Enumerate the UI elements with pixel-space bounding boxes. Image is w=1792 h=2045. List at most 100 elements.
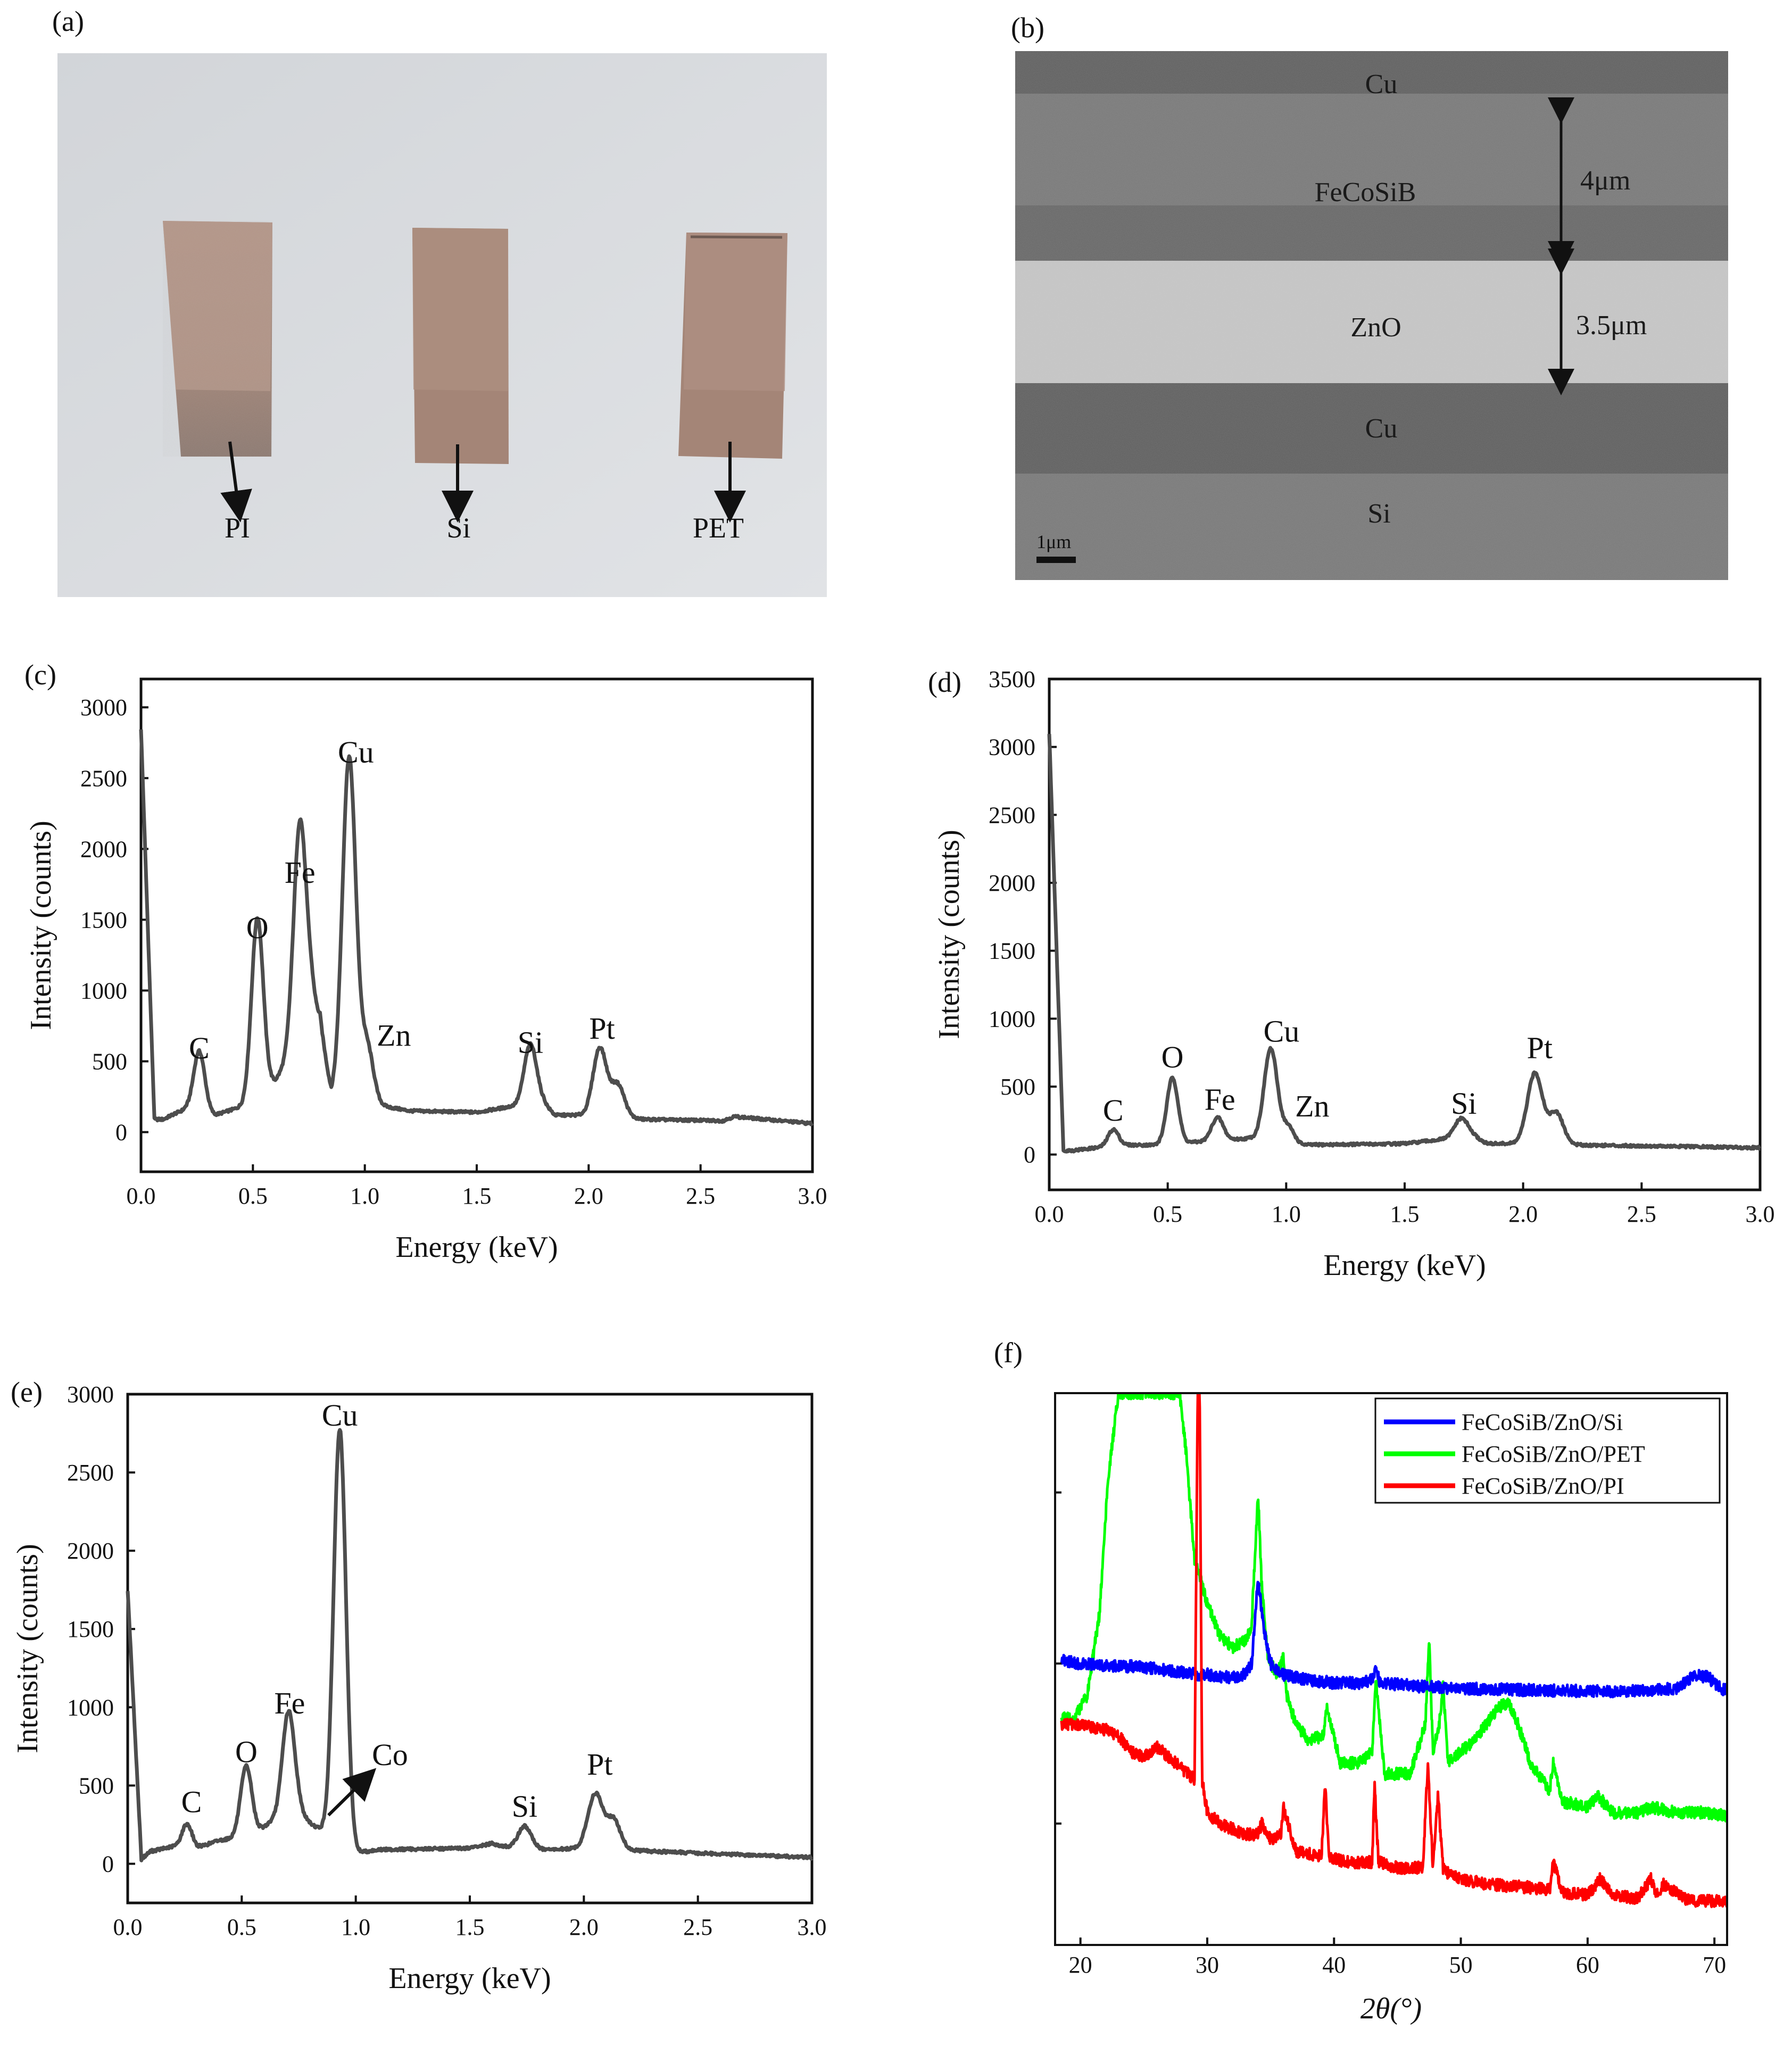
pi-sample-strip (163, 221, 272, 457)
peak-label-si: Si (518, 1025, 543, 1059)
legend-label: FeCoSiB/ZnO/PI (1462, 1473, 1624, 1499)
y-tick-label: 1500 (989, 938, 1035, 964)
x-tick-label: 1.5 (462, 1183, 492, 1209)
scale-bar (1036, 557, 1076, 563)
x-tick-label: 1.5 (1390, 1201, 1420, 1227)
y-tick-label: 1000 (80, 978, 127, 1004)
sem-label-cu-top: Cu (1365, 69, 1398, 100)
panel-c: (c) 0.0 0.5 1.0 1.5 2.0 2.5 3.0 0 500 1000 1500 200… (24, 659, 827, 1264)
peak-label-si: Si (512, 1789, 537, 1824)
peak-label-cu: Cu (322, 1398, 358, 1433)
eds-chart-d: 0.0 0.5 1.0 1.5 2.0 2.5 3.0 0 500 1000 1500 2000 250… (933, 666, 1775, 1282)
pet-sample-label: PET (693, 512, 744, 544)
xrd-series-group (1060, 1393, 1727, 1908)
x-axis-title: Energy (keV) (388, 1962, 551, 1995)
thickness-label-4um: 4μm (1580, 165, 1630, 196)
y-tick-label: 2000 (80, 836, 127, 862)
x-tick-label: 3.0 (1746, 1201, 1775, 1227)
y-tick-label: 2500 (989, 802, 1035, 828)
eds-spectrum-line (139, 729, 814, 1127)
eds-spectrum-line (126, 1428, 814, 1862)
legend-label: FeCoSiB/ZnO/PET (1462, 1441, 1645, 1467)
x-tick-label: 30 (1196, 1952, 1219, 1978)
thickness-label-3p5um: 3.5μm (1576, 310, 1647, 341)
y-tick-label: 2000 (989, 870, 1035, 896)
peak-label-co: Co (372, 1737, 408, 1772)
panel-f: (f) 20 30 40 50 60 70 2θ(°) FeCoSiB/ZnO/Si FeCoS… (994, 1337, 1728, 2025)
x-tick-label: 0.5 (238, 1183, 268, 1209)
peak-label-pt: Pt (587, 1747, 612, 1782)
co-annotation-arrow (327, 1768, 377, 1817)
y-tick-label: 0 (102, 1851, 114, 1877)
x-axis-title: Energy (keV) (1323, 1249, 1486, 1282)
x-tick-label: 2.5 (1627, 1201, 1656, 1227)
panel-a: (a) PI Si PET (52, 5, 827, 597)
plot-frame (1054, 1392, 1728, 1946)
x-tick-label: 2.0 (574, 1183, 603, 1209)
si-sample-strip (412, 228, 509, 464)
xrd-chart-f: 20 30 40 50 60 70 2θ(°) FeCoSiB/ZnO/Si FeCoSiB/Z… (1054, 1392, 1728, 2025)
peak-label-fe: Fe (274, 1686, 305, 1720)
x-tick-label: 0.0 (127, 1183, 156, 1209)
y-tick-label: 1500 (67, 1616, 114, 1642)
x-tick-label: 40 (1322, 1952, 1346, 1978)
x-tick-label: 1.5 (455, 1914, 485, 1940)
peak-label-fe: Fe (1205, 1082, 1235, 1116)
x-tick-label: 60 (1576, 1952, 1599, 1978)
si-sample-label: Si (446, 512, 470, 544)
xrd-line-pi (1060, 1393, 1727, 1908)
y-tick-label: 500 (1000, 1074, 1035, 1100)
eds-spectrum-line (1047, 734, 1761, 1154)
x-axis-title: 2θ(°) (1360, 1992, 1422, 2025)
y-tick-label: 2500 (67, 1460, 114, 1486)
sem-label-si: Si (1367, 499, 1390, 529)
peak-label-pt: Pt (589, 1011, 615, 1046)
eds-chart-c: 0.0 0.5 1.0 1.5 2.0 2.5 3.0 0 500 1000 1500 2000 250… (24, 677, 827, 1264)
peak-label-o: O (246, 910, 269, 945)
x-tick-label: 1.0 (1272, 1201, 1301, 1227)
panel-d-label: (d) (928, 666, 961, 698)
y-tick-label: 0 (115, 1119, 127, 1145)
x-tick-label: 0.5 (227, 1914, 256, 1940)
x-tick-label: 0.0 (113, 1914, 143, 1940)
peak-label-o: O (235, 1734, 258, 1769)
panel-f-label: (f) (994, 1337, 1023, 1369)
y-tick-label: 3500 (989, 666, 1035, 692)
peak-label-pt: Pt (1527, 1030, 1553, 1065)
peak-label-c: C (181, 1784, 202, 1819)
pi-sample-label: PI (225, 512, 250, 544)
xrd-line-pet (1060, 1393, 1727, 1823)
x-tick-label: 1.0 (341, 1914, 370, 1940)
y-axis-title: Intensity (counts) (933, 830, 966, 1039)
xrd-line-si (1060, 1580, 1727, 1699)
x-tick-label: 1.0 (350, 1183, 379, 1209)
y-tick-label: 1500 (80, 907, 127, 933)
panel-b: (b) Cu FeCoSiB ZnO Cu Si 4μm 3.5μm 1μm (1011, 12, 1728, 580)
panel-d: (d) 0.0 0.5 1.0 1.5 2.0 2.5 3.0 0 500 1000 1500 200… (928, 666, 1775, 1282)
x-tick-label: 0.0 (1035, 1201, 1064, 1227)
peak-label-zn: Zn (377, 1018, 411, 1053)
x-tick-label: 20 (1069, 1952, 1092, 1978)
x-tick-label: 2.5 (683, 1914, 712, 1940)
y-tick-label: 2000 (67, 1538, 114, 1564)
y-axis-title: Intensity (counts) (24, 821, 57, 1030)
x-tick-label: 2.5 (686, 1183, 715, 1209)
peak-label-zn: Zn (1295, 1089, 1329, 1123)
panel-e: (e) 0.0 0.5 1.0 1.5 2.0 2.5 3.0 0 500 1000 1500 200… (11, 1376, 827, 1995)
x-tick-label: 2.0 (1508, 1201, 1538, 1227)
x-tick-label: 0.5 (1153, 1201, 1182, 1227)
y-tick-label: 3000 (67, 1381, 114, 1408)
y-tick-label: 1000 (67, 1694, 114, 1720)
sem-label-zno: ZnO (1350, 312, 1401, 343)
sem-texture (1015, 51, 1728, 580)
x-tick-label: 3.0 (798, 1914, 827, 1940)
y-tick-label: 500 (79, 1773, 114, 1799)
pet-sample-strip (678, 233, 787, 459)
peak-label-si: Si (1451, 1086, 1476, 1121)
panel-a-label: (a) (52, 5, 84, 37)
y-tick-label: 2500 (80, 765, 127, 791)
x-tick-label: 70 (1703, 1952, 1726, 1978)
peak-label-cu: Cu (338, 735, 374, 769)
peak-label-cu: Cu (1264, 1014, 1300, 1049)
